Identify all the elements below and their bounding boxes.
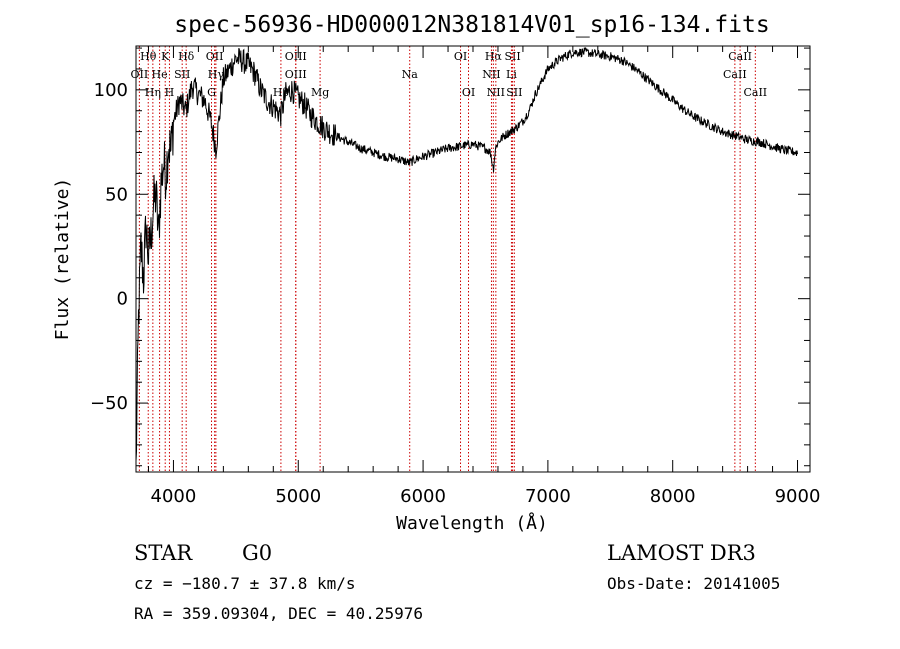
y-tick-label-0: −50 [90, 393, 128, 414]
spectral-line-label-9: OII [131, 68, 149, 81]
y-tick-label-2: 50 [105, 184, 128, 205]
spectral-line-label-23: OI [462, 86, 475, 99]
x-tick-label-4: 8000 [650, 486, 696, 507]
y-tick-label-1: 0 [117, 289, 128, 310]
spectral-line-label-5: OI [454, 50, 467, 63]
x-tick-label-0: 4000 [151, 486, 197, 507]
x-axis-label: Wavelength (Å) [396, 512, 548, 534]
spectral-line-label-13: OIII [285, 68, 307, 81]
spectral-line-label-7: SII [504, 50, 520, 63]
spectral-line-label-6: Hα [485, 50, 503, 63]
spectral-line-label-22: Mg [311, 86, 329, 99]
x-tick-label-2: 6000 [400, 486, 446, 507]
spectral-line-label-25: SII [506, 86, 522, 99]
spectral-line-label-8: CaII [728, 50, 752, 63]
x-tick-label-1: 5000 [275, 486, 321, 507]
y-tick-label-3: 100 [94, 80, 128, 101]
spectral-line-label-18: Hη [145, 86, 161, 99]
spectral-line-label-19: H [165, 86, 175, 99]
spectrum-series-0 [135, 47, 798, 461]
subclass: G0 [242, 541, 272, 565]
survey-label: LAMOST DR3 [607, 541, 756, 565]
y-axis-label: Flux (relative) [52, 178, 73, 341]
spectral-line-label-26: CaII [743, 86, 767, 99]
x-tick-label-5: 9000 [775, 486, 821, 507]
spectral-line-label-1: K [161, 50, 170, 63]
object-type: STAR [134, 541, 193, 565]
spectral-line-label-15: NII [482, 68, 500, 81]
spectral-line-label-2: Hδ [178, 50, 195, 63]
spectral-line-label-20: G [207, 86, 216, 99]
chart-title: spec-56936-HD000012N381814V01_sp16-134.f… [174, 12, 769, 38]
spectral-line-label-11: SII [174, 68, 190, 81]
axis-ticks: 4000 5000 6000 7000 8000 9000 −50 0 50 100 [90, 46, 820, 507]
series-group [135, 47, 798, 461]
obs-date: Obs-Date: 20141005 [607, 574, 780, 593]
spectral-line-label-17: CaII [723, 68, 747, 81]
spectral-line-label-3: OII [206, 50, 224, 63]
spectral-line-label-16: Li [506, 68, 517, 81]
coordinates: RA = 359.09304, DEC = 40.25976 [134, 604, 423, 623]
spectral-line-label-10: He [152, 68, 168, 81]
spectral-line-label-24: NII [487, 86, 505, 99]
redshift-text: cz = −180.7 ± 37.8 km/s [134, 574, 356, 593]
x-tick-label-3: 7000 [525, 486, 571, 507]
spectral-line-label-14: Na [402, 68, 419, 81]
